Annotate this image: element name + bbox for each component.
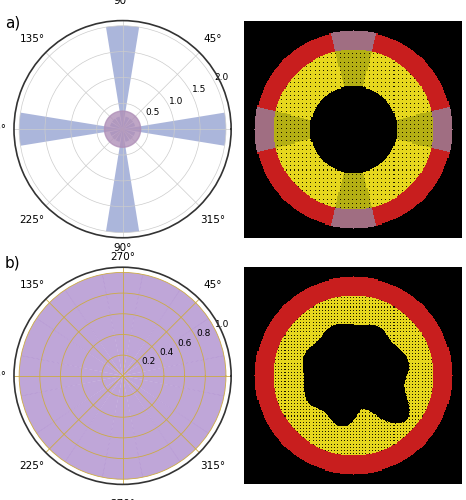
Bar — [112, 129, 123, 140]
Bar — [116, 129, 123, 142]
Bar — [123, 376, 224, 434]
Bar — [123, 129, 135, 136]
Bar — [19, 112, 123, 146]
Bar — [102, 376, 143, 479]
Bar — [123, 112, 226, 146]
Bar — [123, 376, 209, 462]
Bar — [123, 129, 130, 142]
Bar — [36, 290, 123, 376]
Bar — [110, 122, 123, 129]
Bar — [102, 272, 143, 376]
Bar — [36, 376, 123, 462]
Bar — [21, 376, 123, 434]
Text: b): b) — [5, 255, 21, 270]
Bar — [123, 356, 226, 396]
Bar — [112, 118, 123, 129]
Bar — [123, 290, 209, 376]
Text: a): a) — [5, 15, 20, 30]
Bar — [123, 116, 130, 129]
Bar — [123, 122, 135, 129]
Bar — [123, 274, 180, 376]
Bar — [106, 129, 139, 232]
Bar — [65, 376, 123, 478]
Bar — [123, 129, 133, 140]
Bar — [116, 116, 123, 129]
Bar — [65, 274, 123, 376]
Bar — [123, 118, 133, 129]
Bar — [110, 129, 123, 136]
Bar — [19, 356, 123, 396]
Bar — [21, 318, 123, 376]
Bar — [123, 376, 180, 478]
Bar — [123, 318, 224, 376]
Polygon shape — [104, 111, 141, 148]
Bar — [106, 26, 139, 129]
